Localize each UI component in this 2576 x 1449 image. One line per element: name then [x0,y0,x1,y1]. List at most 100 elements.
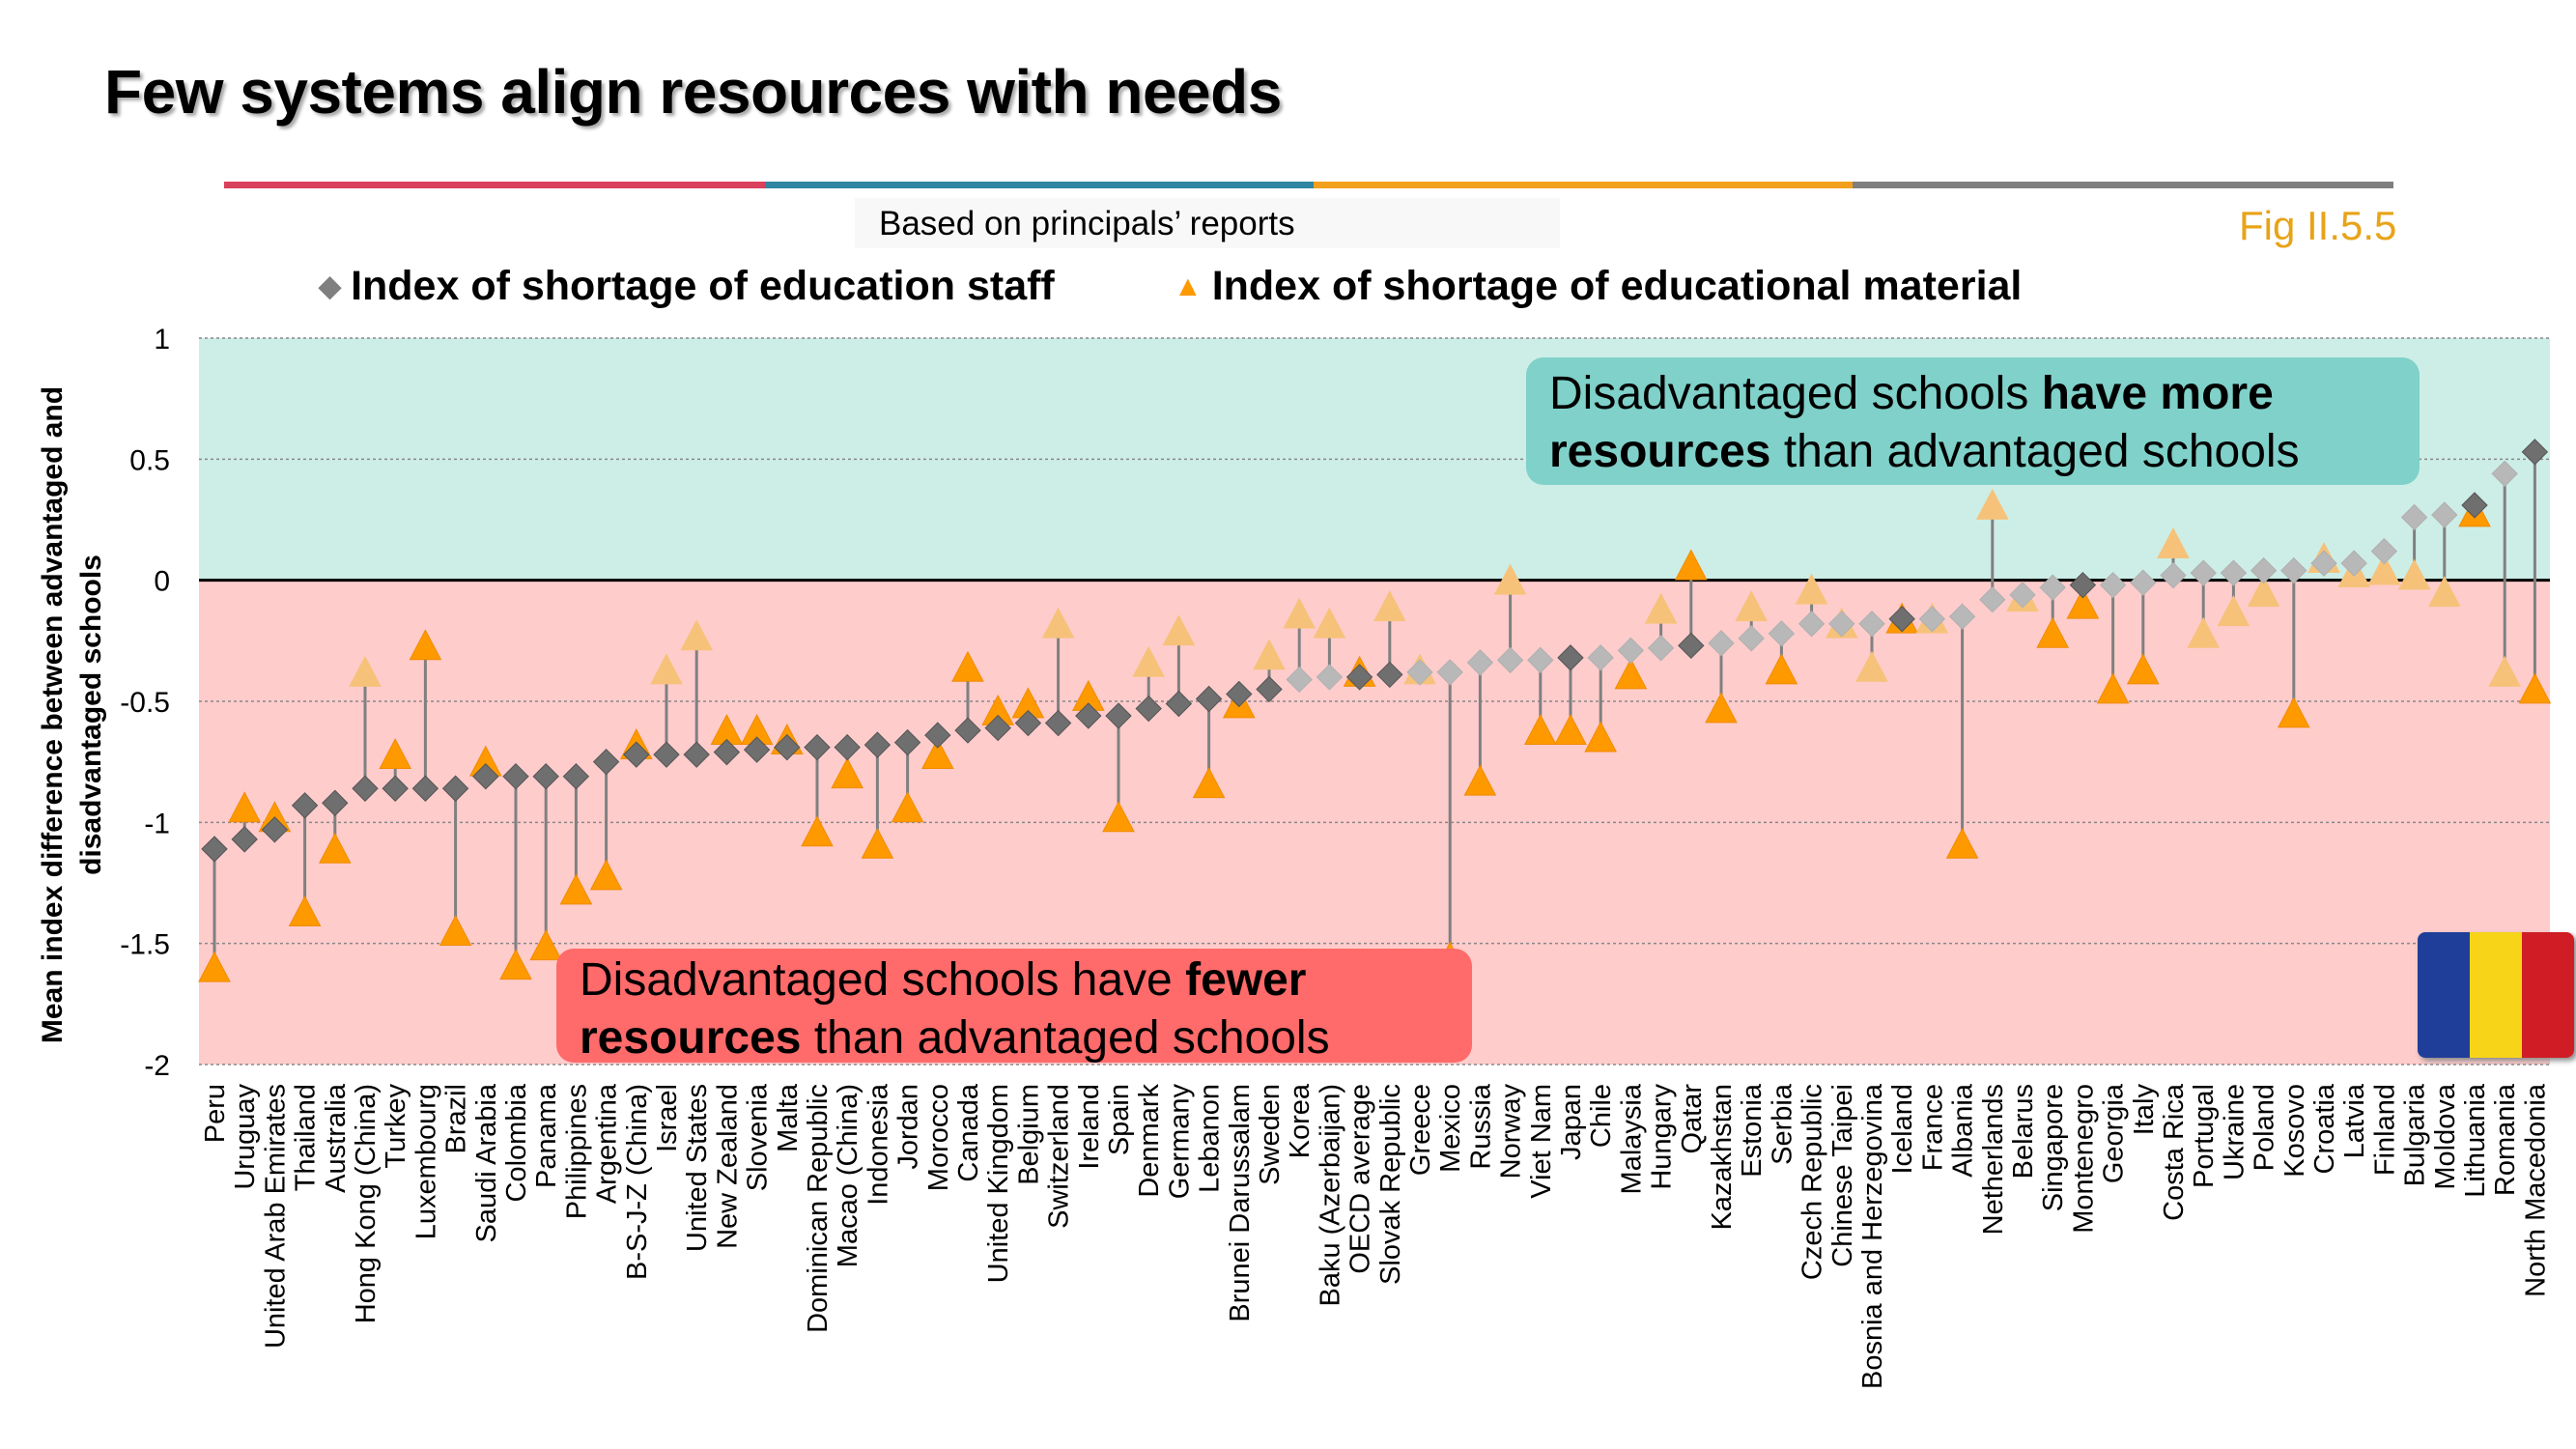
staff-marker [382,775,409,802]
staff-marker [2370,537,2398,565]
material-marker [2518,672,2552,704]
category-label: Israel [652,1084,683,1152]
staff-marker [472,762,499,790]
category-label: Qatar [1677,1084,1708,1154]
staff-marker [261,816,289,843]
staff-marker [1647,635,1675,662]
callout-more-resources-text: Disadvantaged schools have more resource… [1549,365,2300,481]
category-label: Norway [1496,1084,1527,1179]
staff-marker [653,741,680,768]
category-label: Czech Republic [1798,1084,1828,1280]
staff-marker [2190,559,2217,586]
staff-marker [2039,574,2066,601]
category-label: Jordan [893,1084,924,1170]
staff-marker [411,775,439,802]
material-marker [891,791,924,823]
material-marker [1554,714,1587,745]
category-label: Saudi Arabia [471,1083,502,1242]
staff-marker [1768,620,1796,647]
material-marker [1735,590,1769,622]
category-label: Germany [1164,1084,1195,1200]
category-label: Luxembourg [410,1084,441,1239]
staff-marker [804,733,831,761]
staff-marker [1105,702,1132,729]
material-marker [2126,653,2160,685]
category-label: Italy [2129,1084,2160,1136]
category-label: Kosovo [2279,1084,2310,1178]
category-label: Malaysia [1616,1083,1647,1194]
staff-marker [743,736,771,763]
material-marker [499,949,532,980]
callout-fewer-resources-text: Disadvantaged schools have fewer resourc… [580,952,1330,1067]
category-label: Greece [1405,1084,1436,1176]
material-marker [409,629,442,661]
staff-marker [1406,659,1433,686]
material-marker [1523,714,1557,745]
category-label: United Arab Emirates [260,1084,291,1349]
staff-marker [2250,556,2278,584]
material-marker [1855,650,1888,682]
y-tick-label: -1.5 [120,929,170,961]
material-marker [861,827,894,859]
staff-marker [1316,664,1344,691]
staff-marker [2099,571,2127,599]
callout-bottom-text-a: Disadvantaged schools have [580,954,1186,1006]
subtitle: Based on principals’ reports [879,205,1295,242]
staff-marker [1678,632,1705,660]
callout-top-bold-a: have more [2041,368,2274,419]
staff-marker [2280,556,2307,584]
material-marker [349,655,382,687]
staff-marker [2431,501,2458,528]
staff-marker [291,792,319,819]
material-marker [1705,692,1738,724]
category-label: Georgia [2099,1083,2130,1183]
category-label: Macao (China) [833,1084,863,1267]
staff-marker [1195,685,1223,713]
romania-flag-icon [2418,932,2574,1058]
category-label: Japan [1556,1084,1587,1160]
stripe-segment-2 [765,182,1314,188]
category-label: Serbia [1767,1083,1798,1165]
staff-marker [592,748,620,776]
staff-marker [2400,503,2428,531]
staff-marker [352,775,379,802]
staff-marker [441,775,469,802]
y-axis-label: Mean index difference between advantaged… [37,385,107,1044]
staff-marker [1918,606,1946,633]
staff-marker [1496,646,1524,674]
category-label: Latvia [2339,1083,2370,1158]
material-marker [2217,595,2250,627]
y-tick-label: 0.5 [129,444,170,476]
legend-material: ▲ Index of shortage of educational mater… [1174,263,2022,310]
staff-marker [954,717,981,744]
flag-stripe-blue [2418,932,2470,1058]
category-label: Estonia [1737,1083,1768,1178]
staff-marker [1858,611,1885,638]
staff-marker [1466,649,1494,676]
material-marker [318,832,352,864]
legend-staff: ◆ Index of shortage of education staff [319,263,1055,310]
category-label: Baku (Azerbaijan) [1315,1084,1345,1307]
material-marker [2247,576,2280,608]
staff-marker [1226,680,1253,708]
staff-marker [1436,659,1463,686]
y-tick-label: -0.5 [120,687,170,719]
staff-marker [1979,586,2006,613]
staff-marker [2340,550,2367,577]
staff-marker [532,762,559,790]
material-marker [1192,767,1226,799]
category-label: Mexico [1435,1084,1466,1173]
material-marker [2427,576,2461,608]
category-label: Spain [1104,1084,1135,1155]
material-marker [920,738,954,770]
staff-marker [2491,460,2518,488]
staff-marker [1617,637,1645,665]
category-label: Lithuania [2460,1083,2491,1198]
category-label: Moldova [2430,1083,2461,1189]
category-label: Albania [1948,1083,1979,1178]
staff-marker [1738,625,1765,652]
material-marker [1644,592,1678,624]
staff-marker [893,728,921,756]
flag-stripe-red [2522,932,2574,1058]
category-label: Finland [2369,1084,2400,1176]
